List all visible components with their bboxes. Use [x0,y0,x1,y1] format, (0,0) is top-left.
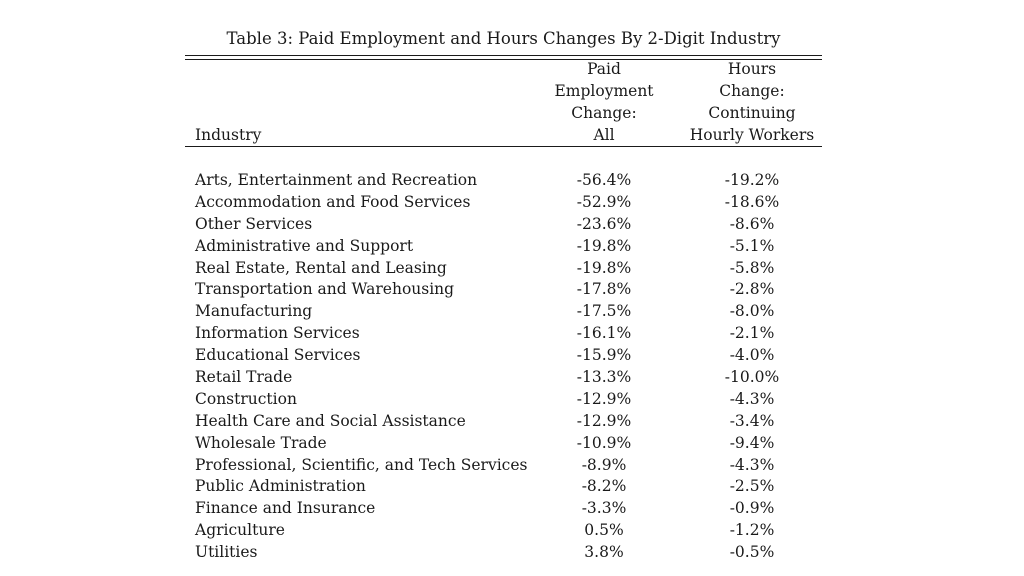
column-header-industry: Industry [195,58,495,146]
table-body: Arts, Entertainment and Recreation -56.4%… [0,169,1024,563]
column-header-paid-employment: Paid Employment Change: All [540,58,668,146]
table-row: Real Estate, Rental and Leasing -19.8% -5.… [0,257,1024,279]
employment-change-cell: -8.9% [581,455,627,474]
table-row: Other Services -23.6% -8.6% [0,213,1024,235]
industry-cell: Finance and Insurance [195,499,376,518]
table-row: Wholesale Trade -10.9% -9.4% [0,432,1024,454]
table-row: Accommodation and Food Services -52.9% -18… [0,191,1024,213]
header-line: Hourly Workers [689,126,815,144]
header-rule [185,146,822,148]
table-row: Transportation and Warehousing -17.8% -2.8… [0,278,1024,300]
employment-change-cell: -3.3% [581,499,627,518]
table-row: Utilities 3.8% -0.5% [0,541,1024,563]
employment-change-cell: -10.9% [576,433,632,452]
hours-change-cell: -9.4% [729,433,775,452]
hours-change-cell: -2.5% [729,477,775,496]
industry-cell: Agriculture [195,521,285,540]
table-caption: Table 3: Paid Employment and Hours Chang… [226,29,781,48]
industry-cell: Educational Services [195,346,361,365]
hours-change-cell: -4.3% [729,389,775,408]
industry-cell: Health Care and Social Assistance [195,411,466,430]
industry-cell: Real Estate, Rental and Leasing [195,258,447,277]
table-row: Information Services -16.1% -2.1% [0,322,1024,344]
employment-change-cell: -12.9% [576,411,632,430]
hours-change-cell: -19.2% [724,171,780,189]
header-line: Paid [587,60,621,78]
industry-cell: Utilities [195,543,258,562]
top-rule [185,55,822,57]
employment-change-cell: -56.4% [576,171,632,189]
industry-cell: Administrative and Support [195,236,414,255]
table-row: Professional, Scientific, and Tech Servi… [0,454,1024,476]
industry-cell: Information Services [195,324,360,343]
table-row: Administrative and Support -19.8% -5.1% [0,235,1024,257]
header-line: All [593,126,615,144]
table-row: Retail Trade -13.3% -10.0% [0,366,1024,388]
employment-change-cell: 0.5% [584,521,624,540]
hours-change-cell: -3.4% [729,411,775,430]
hours-change-cell: -5.1% [729,236,775,255]
industry-cell: Construction [195,389,297,408]
employment-change-cell: -17.5% [576,302,632,321]
table-row: Public Administration -8.2% -2.5% [0,475,1024,497]
hours-change-cell: -5.8% [729,258,775,277]
header-line: Employment [554,82,654,100]
hours-change-cell: -4.3% [729,455,775,474]
header-line: Hours [727,60,777,78]
column-header-hours-change: Hours Change: Continuing Hourly Workers [682,58,822,146]
employment-change-cell: -23.6% [576,214,632,233]
employment-change-cell: -12.9% [576,389,632,408]
header-line: Continuing [708,104,796,122]
industry-cell: Manufacturing [195,302,313,321]
hours-change-cell: -4.0% [729,346,775,365]
industry-cell: Accommodation and Food Services [195,192,471,211]
table-row: Educational Services -15.9% -4.0% [0,344,1024,366]
industry-cell: Transportation and Warehousing [195,280,455,299]
table-row: Finance and Insurance -3.3% -0.9% [0,497,1024,519]
hours-change-cell: -1.2% [729,521,775,540]
industry-cell: Arts, Entertainment and Recreation [195,171,478,189]
table-row: Health Care and Social Assistance -12.9% -… [0,410,1024,432]
hours-change-cell: -2.1% [729,324,775,343]
employment-change-cell: 3.8% [584,543,624,562]
employment-change-cell: -15.9% [576,346,632,365]
industry-cell: Other Services [195,214,313,233]
hours-change-cell: -10.0% [724,368,780,387]
table-row: Construction -12.9% -4.3% [0,388,1024,410]
table-row: Manufacturing -17.5% -8.0% [0,300,1024,322]
employment-change-cell: -8.2% [581,477,627,496]
industry-cell: Retail Trade [195,368,293,387]
hours-change-cell: -8.6% [729,214,775,233]
employment-change-cell: -19.8% [576,258,632,277]
table-row: Arts, Entertainment and Recreation -56.4%… [0,169,1024,191]
hours-change-cell: -18.6% [724,192,780,211]
hours-change-cell: -0.9% [729,499,775,518]
employment-change-cell: -13.3% [576,368,632,387]
employment-change-cell: -19.8% [576,236,632,255]
employment-change-cell: -17.8% [576,280,632,299]
header-line: Change: [719,82,785,100]
table-row: Agriculture 0.5% -1.2% [0,519,1024,541]
column-header-industry-label: Industry [195,126,262,144]
industry-cell: Public Administration [195,477,366,496]
hours-change-cell: -8.0% [729,302,775,321]
hours-change-cell: -0.5% [729,543,775,562]
top-rule-second [185,59,822,61]
industry-cell: Professional, Scientific, and Tech Servi… [195,455,528,474]
employment-change-cell: -16.1% [576,324,632,343]
employment-change-cell: -52.9% [576,192,632,211]
industry-cell: Wholesale Trade [195,433,327,452]
header-line: Change: [571,104,637,122]
hours-change-cell: -2.8% [729,280,775,299]
